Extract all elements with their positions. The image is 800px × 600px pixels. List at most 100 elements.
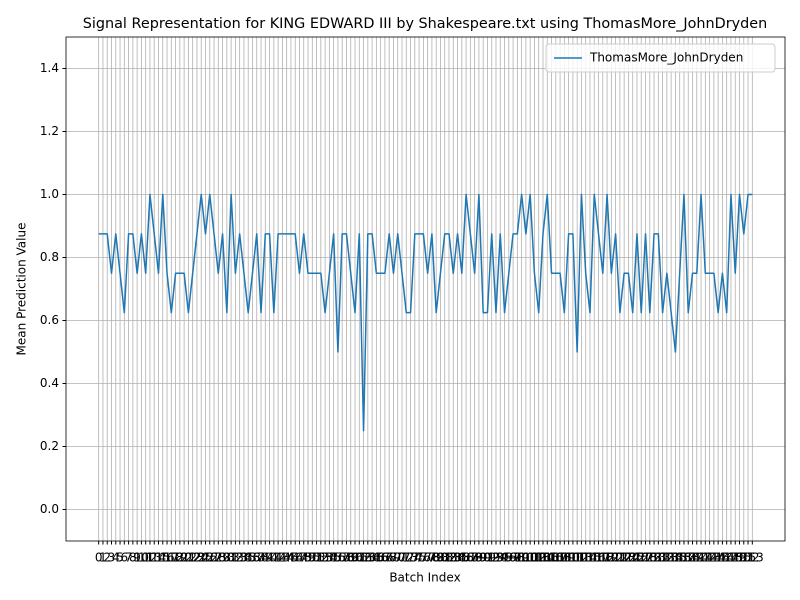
x-tick-label: 106 xyxy=(540,551,563,565)
x-tick-label: 62 xyxy=(356,551,371,565)
x-tick-label: 111 xyxy=(561,551,584,565)
x-tick-label: 65 xyxy=(369,551,384,565)
x-tick-label: 127 xyxy=(630,551,653,565)
x-tick-label: 19 xyxy=(172,551,187,565)
x-tick-label: 53 xyxy=(317,551,332,565)
x-tick-label: 41 xyxy=(266,551,281,565)
x-tick-label: 66 xyxy=(373,551,388,565)
x-tick-label: 144 xyxy=(702,551,725,565)
x-tick-label: 113 xyxy=(570,551,593,565)
x-tick-label: 63 xyxy=(360,551,375,565)
x-tick-label: 77 xyxy=(420,551,435,565)
x-tick-label: 114 xyxy=(574,551,597,565)
x-tick-label: 122 xyxy=(608,551,631,565)
x-tick-label: 33 xyxy=(232,551,247,565)
x-tick-label: 145 xyxy=(707,551,730,565)
x-tick-label: 16 xyxy=(159,551,174,565)
x-tick-label: 69 xyxy=(386,551,401,565)
x-tick-label: 17 xyxy=(164,551,179,565)
x-tick-label: 138 xyxy=(677,551,700,565)
x-tick-label: 90 xyxy=(476,551,491,565)
x-tick-label: 107 xyxy=(544,551,567,565)
x-tick-label: 38 xyxy=(253,551,268,565)
x-tick-label: 128 xyxy=(634,551,657,565)
x-tick-label: 81 xyxy=(437,551,452,565)
x-tick-label: 76 xyxy=(416,551,431,565)
x-tick-label: 57 xyxy=(335,551,350,565)
x-tick-label: 51 xyxy=(309,551,324,565)
x-tick-label: 120 xyxy=(600,551,623,565)
x-tick-label: 97 xyxy=(505,551,520,565)
x-tick-label: 121 xyxy=(604,551,627,565)
y-axis-label: Mean Prediction Value xyxy=(15,223,29,356)
x-axis-label: Batch Index xyxy=(389,571,460,585)
x-tick-label: 14 xyxy=(151,551,166,565)
y-tick-label: 1.4 xyxy=(40,61,59,75)
x-tick-label: 105 xyxy=(536,551,559,565)
x-tick-label: 136 xyxy=(668,551,691,565)
x-tick-label: 50 xyxy=(305,551,320,565)
x-tick-label: 96 xyxy=(501,551,516,565)
x-tick-label: 23 xyxy=(189,551,204,565)
x-tick-label: 80 xyxy=(433,551,448,565)
x-tick-label: 88 xyxy=(467,551,482,565)
x-tick-label: 61 xyxy=(352,551,367,565)
x-tick-label: 0 xyxy=(95,551,103,565)
x-tick-label: 28 xyxy=(211,551,226,565)
x-tick-label: 112 xyxy=(566,551,589,565)
x-tick-label: 68 xyxy=(382,551,397,565)
x-tick-label: 151 xyxy=(732,551,755,565)
y-tick-label: 0.4 xyxy=(40,376,59,390)
x-tick-label: 150 xyxy=(728,551,751,565)
x-tick-label: 32 xyxy=(228,551,243,565)
x-tick-label: 22 xyxy=(185,551,200,565)
x-tick-label: 70 xyxy=(390,551,405,565)
x-tick-label: 79 xyxy=(429,551,444,565)
axes-frame xyxy=(65,36,786,542)
x-tick-label: 72 xyxy=(399,551,414,565)
x-tick-label: 24 xyxy=(194,551,209,565)
x-tick-label: 11 xyxy=(138,551,153,565)
x-tick-label: 10 xyxy=(134,551,149,565)
x-tick-label: 13 xyxy=(147,551,162,565)
x-tick-label: 92 xyxy=(484,551,499,565)
x-tick-label: 34 xyxy=(236,551,251,565)
x-tick-label: 39 xyxy=(258,551,273,565)
x-tick-label: 135 xyxy=(664,551,687,565)
x-tick-label: 55 xyxy=(326,551,341,565)
x-tick-label: 153 xyxy=(741,551,764,565)
x-tick-label: 36 xyxy=(245,551,260,565)
x-tick-label: 9 xyxy=(133,551,141,565)
x-tick-label: 31 xyxy=(223,551,238,565)
x-tick-label: 82 xyxy=(441,551,456,565)
y-tick-label: 1.0 xyxy=(40,187,59,201)
x-tick-label: 116 xyxy=(583,551,606,565)
x-tick-label: 108 xyxy=(549,551,572,565)
x-tick-label: 40 xyxy=(262,551,277,565)
x-tick-label: 6 xyxy=(120,551,128,565)
x-tick-label: 59 xyxy=(343,551,358,565)
x-tick-label: 83 xyxy=(446,551,461,565)
x-tick-label: 60 xyxy=(347,551,362,565)
x-tick-label: 131 xyxy=(647,551,670,565)
x-tick-label: 133 xyxy=(655,551,678,565)
x-tick-label: 152 xyxy=(737,551,760,565)
x-tick-label: 142 xyxy=(694,551,717,565)
x-tick-label: 124 xyxy=(617,551,640,565)
x-tick-label: 46 xyxy=(288,551,303,565)
x-tick-label: 48 xyxy=(296,551,311,565)
x-tick-label: 3 xyxy=(108,551,116,565)
x-tick-label: 104 xyxy=(532,551,555,565)
x-tick-label: 143 xyxy=(698,551,721,565)
x-tick-label: 94 xyxy=(493,551,508,565)
x-tick-label: 126 xyxy=(626,551,649,565)
x-tick-label: 12 xyxy=(142,551,157,565)
x-tick-label: 4 xyxy=(112,551,120,565)
x-tick-label: 91 xyxy=(480,551,495,565)
legend-box xyxy=(545,43,776,73)
x-tick-label: 58 xyxy=(339,551,354,565)
x-tick-label: 1 xyxy=(99,551,107,565)
x-tick-label: 130 xyxy=(643,551,666,565)
x-tick-label: 47 xyxy=(292,551,307,565)
